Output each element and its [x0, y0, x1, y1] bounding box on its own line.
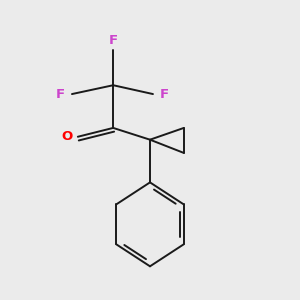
Text: F: F — [109, 34, 118, 47]
Text: F: F — [160, 88, 169, 100]
Text: F: F — [56, 88, 65, 100]
Text: O: O — [61, 130, 72, 143]
